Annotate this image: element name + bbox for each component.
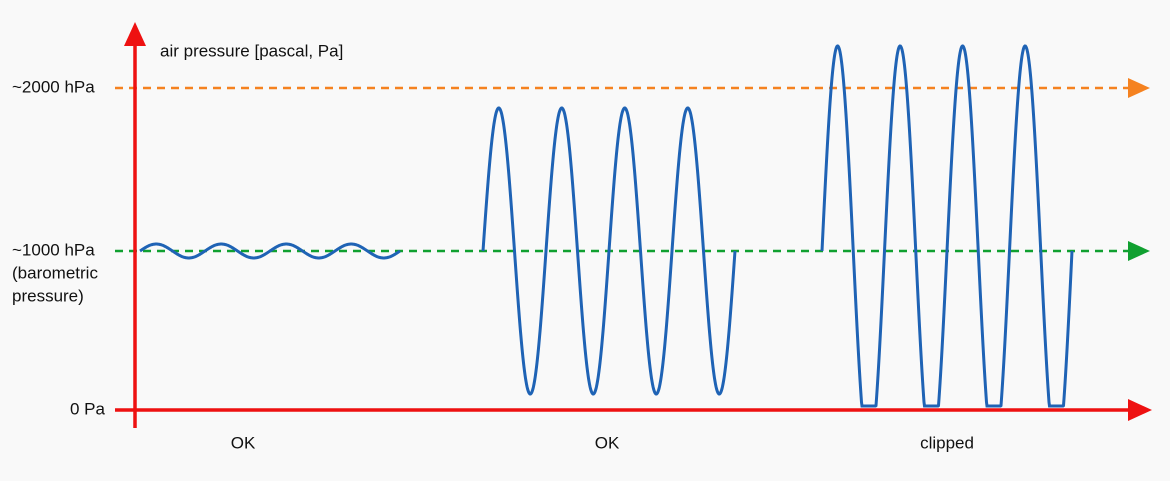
high-level-arrow — [1128, 78, 1150, 98]
waveforms — [139, 44, 1074, 408]
level-label: 0 Pa — [70, 399, 106, 418]
segment-label: OK — [595, 433, 620, 452]
baro-level-arrow — [1128, 241, 1150, 261]
axis-label: air pressure [pascal, Pa] — [160, 41, 343, 60]
level-label: (barometric — [12, 263, 98, 282]
waveform — [139, 242, 401, 260]
y-axis-arrow — [124, 22, 146, 46]
level-label: pressure) — [12, 286, 84, 305]
level-label: ~1000 hPa — [12, 240, 95, 259]
segment-label: OK — [231, 433, 256, 452]
level-label: ~2000 hPa — [12, 77, 95, 96]
waveform — [481, 106, 737, 396]
waveform — [820, 44, 1074, 408]
x-axis-arrow — [1128, 399, 1152, 421]
segment-label: clipped — [920, 433, 974, 452]
